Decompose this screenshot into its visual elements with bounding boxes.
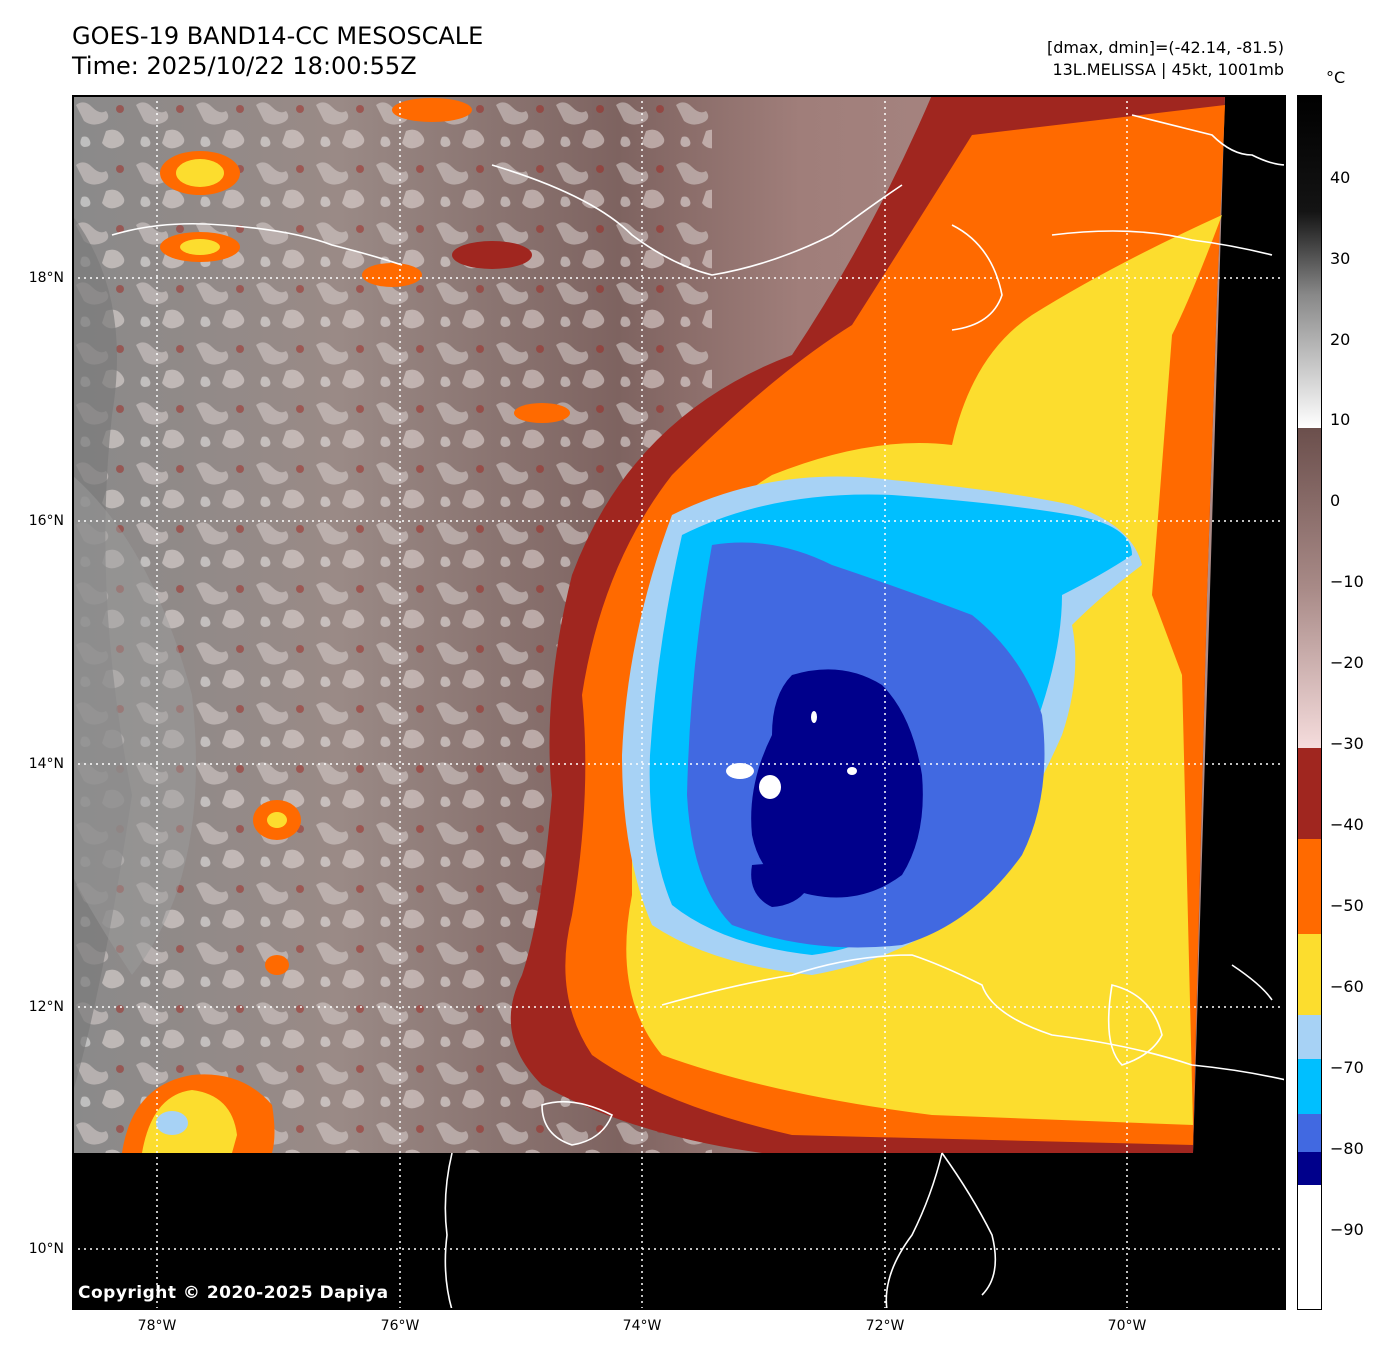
navy-core	[751, 669, 923, 898]
lat-label-12n: 12°N	[28, 999, 64, 1015]
navy-core-2	[751, 864, 812, 907]
colorbar-tick-0: 0	[1330, 491, 1341, 510]
lat-label-10n: 10°N	[28, 1241, 64, 1257]
lon-label-74w: 74°W	[622, 1318, 662, 1334]
coldest-spot-1	[726, 763, 754, 779]
chart-title: GOES-19 BAND14-CC MESOSCALE	[72, 22, 484, 50]
gridlines	[72, 95, 1286, 1310]
lat-label-18n: 18°N	[28, 270, 64, 286]
colorbar-brown-segment	[1297, 428, 1322, 748]
colorbar-tick-minus80: −80	[1330, 1139, 1364, 1158]
lat-label-14n: 14°N	[28, 756, 64, 772]
no-data-area	[72, 95, 1286, 1310]
colorbar-tick-minus10: −10	[1330, 572, 1364, 591]
coastlines	[111, 114, 1286, 1310]
colorbar	[1297, 95, 1322, 1310]
colorbar-frame	[1297, 95, 1322, 1310]
lon-label-76w: 76°W	[380, 1318, 420, 1334]
colorbar-dark-red-segment	[1297, 748, 1322, 839]
lat-label-16n: 16°N	[28, 513, 64, 529]
colorbar-orange-segment	[1297, 839, 1322, 934]
colorbar-tick-10: 10	[1330, 410, 1351, 429]
colorbar-tick-40: 40	[1330, 168, 1351, 187]
colorbar-cyan-segment	[1297, 1059, 1322, 1114]
copyright-notice: Copyright © 2020-2025 Dapiya	[78, 1283, 389, 1303]
colorbar-tick-minus50: −50	[1330, 896, 1364, 915]
colorbar-royal-blue-segment	[1297, 1114, 1322, 1152]
satellite-map	[72, 95, 1286, 1310]
colorbar-tick-minus90: −90	[1330, 1220, 1364, 1239]
chart-timestamp: Time: 2025/10/22 18:00:55Z	[72, 52, 417, 80]
lon-label-72w: 72°W	[865, 1318, 905, 1334]
storm-info: 13L.MELISSA | 45kt, 1001mb	[1052, 60, 1284, 79]
colorbar-gray-segment	[1297, 95, 1322, 428]
colorbar-white-segment	[1297, 1185, 1322, 1310]
colorbar-unit: °C	[1326, 68, 1346, 87]
colorbar-light-blue-segment	[1297, 1015, 1322, 1059]
colorbar-tick-30: 30	[1330, 249, 1351, 268]
coldest-spot-2	[759, 775, 781, 799]
dmax-dmin-readout: [dmax, dmin]=(-42.14, -81.5)	[1046, 38, 1284, 57]
colorbar-tick-minus30: −30	[1330, 734, 1364, 753]
colorbar-navy-segment	[1297, 1152, 1322, 1185]
lon-label-78w: 78°W	[137, 1318, 177, 1334]
colorbar-tick-minus70: −70	[1330, 1058, 1364, 1077]
colorbar-tick-minus40: −40	[1330, 815, 1364, 834]
coldest-spot-4	[811, 711, 817, 723]
coldest-spot-3	[847, 767, 857, 775]
colorbar-tick-minus60: −60	[1330, 977, 1364, 996]
gray-region-2	[72, 475, 196, 975]
colorbar-tick-20: 20	[1330, 330, 1351, 349]
lon-label-70w: 70°W	[1107, 1318, 1147, 1334]
colorbar-tick-minus20: −20	[1330, 653, 1364, 672]
convective-cells	[122, 98, 570, 1153]
colorbar-yellow-segment	[1297, 934, 1322, 1015]
map-frame	[72, 95, 1286, 1310]
